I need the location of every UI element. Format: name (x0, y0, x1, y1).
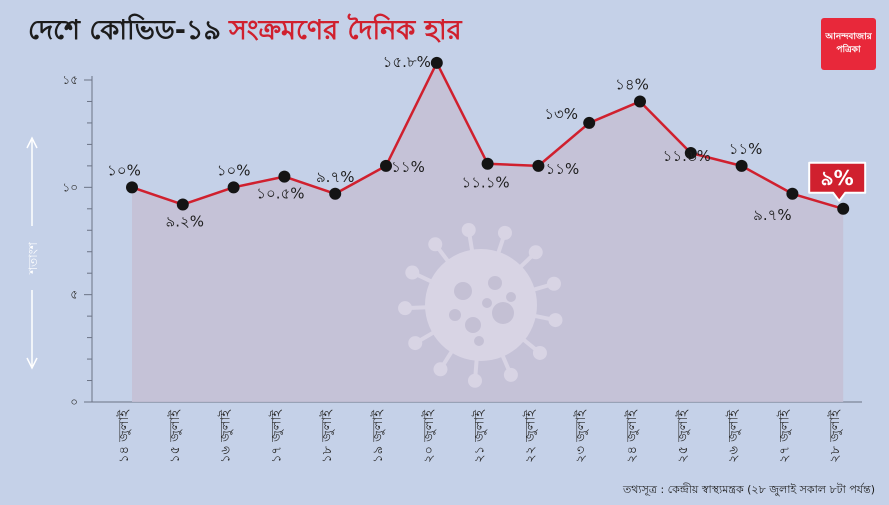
data-point (278, 170, 291, 183)
logo-line-1: আনন্দবাজার (825, 32, 872, 42)
virus-spot (449, 309, 461, 321)
title-part-1: দেশে কোভিড-১৯ (28, 15, 221, 46)
y-axis-arrow-down-head (26, 357, 38, 370)
x-tick-label: ১৮ জুলাই (319, 409, 335, 463)
y-tick-label: ০ (70, 395, 78, 409)
value-label: ১৩% (544, 105, 578, 123)
x-tick-label: ২৩ জুলাই (573, 409, 589, 463)
data-point (634, 95, 646, 108)
virus-spike-tip (398, 301, 413, 316)
data-point (481, 157, 494, 170)
data-point (430, 56, 443, 69)
highlight-callout (808, 161, 867, 202)
data-point (380, 159, 392, 172)
value-label: ১১% (546, 160, 580, 178)
logo-line-2: পত্রিকা (836, 45, 861, 55)
virus-spike-tip (405, 265, 420, 280)
source-note: তথ্যসূত্র : কেন্দ্রীয় স্বাস্থ্যমন্ত্রক … (623, 483, 875, 496)
virus-spike-tip (528, 245, 543, 260)
virus-spike-tip (433, 362, 448, 377)
anandabazar-logo: আনন্দবাজার পত্রিকা (821, 18, 876, 70)
y-tick-label: ১৫ (62, 73, 78, 87)
virus-spike-tip (497, 225, 512, 240)
data-point (126, 181, 138, 194)
value-label: ১১% (391, 158, 425, 176)
value-label: ১০% (107, 161, 141, 179)
data-point (837, 202, 850, 215)
y-axis-arrow-up-head (26, 136, 38, 149)
virus-spot (474, 336, 484, 346)
area-fill (132, 62, 844, 403)
x-tick-label: ২০ জুলাই (421, 409, 437, 463)
chart-title: দেশে কোভিড-১৯ সংক্রমণের দৈনিক হার (28, 10, 462, 55)
virus-spot (506, 292, 516, 302)
value-label: ১১.১% (461, 174, 509, 192)
value-label: ১০.৫% (256, 185, 304, 203)
value-label: ১১% (729, 140, 763, 158)
virus-spike-tip (428, 237, 443, 252)
value-label: ১১.৬% (663, 147, 711, 165)
x-tick-label: ১৫ জুলাই (167, 409, 183, 463)
virus-spike-tip (408, 336, 423, 351)
data-point (786, 187, 799, 200)
x-tick-label: ২২ জুলাই (522, 409, 538, 463)
x-tick-label: ২৬ জুলাই (726, 409, 742, 463)
highlight-value-label: ৯% (821, 166, 854, 190)
y-tick-label: ৫ (70, 288, 78, 302)
x-tick-label: ২৭ জুলাই (776, 409, 792, 463)
virus-spot (482, 298, 492, 308)
virus-spot (454, 282, 472, 300)
virus-spot (488, 276, 502, 290)
x-tick-label: ১৪ জুলাই (116, 409, 132, 463)
value-label: ১০% (217, 161, 251, 179)
data-point (684, 146, 697, 159)
virus-spike-tip (532, 345, 547, 360)
data-point (735, 159, 748, 172)
y-tick-label: ১০ (62, 180, 78, 194)
data-point (583, 116, 596, 129)
virus-body (425, 249, 537, 361)
data-point (329, 187, 342, 200)
virus-spike-tip (503, 367, 518, 382)
virus-spot (492, 302, 514, 324)
x-tick-label: ২১ জুলাই (472, 409, 488, 463)
virus-spike-tip (546, 276, 561, 291)
data-point (532, 159, 545, 172)
x-tick-label: ২৮ জুলাই (827, 409, 843, 463)
virus-spike-tip (548, 313, 563, 328)
data-point (176, 198, 189, 211)
value-label: ৯.২% (166, 213, 205, 231)
y-axis-label: শতাংশ (26, 241, 40, 275)
virus-spike-tip (461, 223, 476, 238)
virus-icon (398, 223, 563, 388)
title-part-2: সংক্রমণের দৈনিক হার (229, 15, 462, 46)
value-label: ৯.৭% (316, 168, 355, 186)
virus-spike-tip (467, 373, 482, 388)
virus-spot (465, 317, 481, 333)
value-label: ১৪% (615, 75, 649, 93)
data-point (227, 181, 240, 194)
x-tick-label: ১৯ জুলাই (370, 409, 386, 463)
value-label: ৯.৭% (753, 206, 792, 224)
x-tick-label: ১৭ জুলাই (268, 409, 284, 463)
x-tick-label: ১৬ জুলাই (218, 409, 234, 463)
value-label: ১৫.৮% (383, 53, 431, 71)
x-tick-label: ২৪ জুলাই (624, 409, 640, 463)
x-tick-label: ২৫ জুলাই (675, 409, 691, 463)
